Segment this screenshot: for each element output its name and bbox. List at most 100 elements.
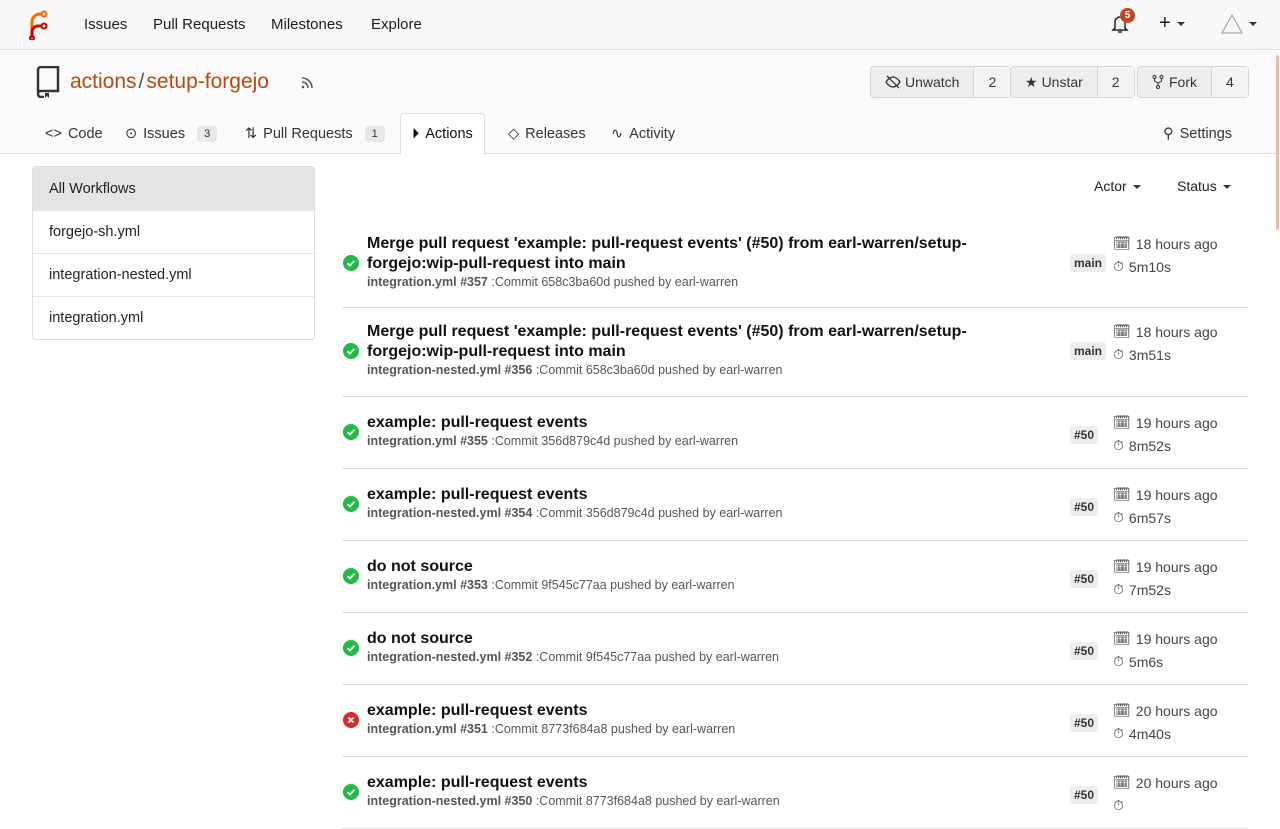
run-title[interactable]: example: pull-request events (367, 486, 588, 503)
run-title[interactable]: do not source (367, 630, 473, 647)
run-commit: :Commit 658c3ba60d pushed by earl-warren (535, 363, 783, 377)
tab-label: Actions (425, 126, 473, 142)
run-ref-label[interactable]: #50 (1070, 714, 1099, 732)
run-item[interactable]: example: pull-request events integration… (342, 397, 1248, 469)
nav-pull-requests[interactable]: Pull Requests (153, 16, 246, 33)
run-duration-text: 6m57s (1128, 509, 1171, 526)
run-duration: ⏱︎ 5m6s (1113, 650, 1218, 673)
run-workflow[interactable]: integration-nested.yml #356 (367, 363, 533, 377)
run-commit: :Commit 8773f684a8 pushed by earl-warren (535, 794, 780, 808)
repo-owner-link[interactable]: actions (70, 70, 137, 93)
workflow-item[interactable]: forgejo-sh.yml (33, 210, 314, 253)
run-item[interactable]: do not source integration-nested.yml #35… (342, 613, 1248, 685)
run-title[interactable]: example: pull-request events (367, 702, 588, 719)
rss-icon[interactable] (300, 76, 314, 90)
success-status-icon (343, 255, 359, 271)
actor-filter[interactable]: Actor (1094, 178, 1141, 194)
fork-count[interactable]: 4 (1211, 67, 1248, 97)
calendar-icon: 🗓︎ (1113, 235, 1131, 251)
tab-releases[interactable]: ◇ Releases (508, 113, 586, 154)
run-workflow[interactable]: integration-nested.yml #354 (367, 506, 533, 520)
success-status-icon (343, 343, 359, 359)
run-subtitle: integration-nested.yml #352 :Commit 9f54… (367, 650, 1248, 664)
run-item[interactable]: do not source integration.yml #353 :Comm… (342, 541, 1248, 613)
issues-count: 3 (197, 125, 218, 142)
run-workflow[interactable]: integration-nested.yml #350 (367, 794, 533, 808)
avatar (1221, 13, 1243, 34)
run-title[interactable]: Merge pull request 'example: pull-reques… (367, 235, 967, 272)
tab-issues[interactable]: ⊙ Issues 3 (125, 113, 218, 154)
fork-button[interactable]: Fork 4 (1137, 66, 1249, 98)
workflow-all[interactable]: All Workflows (33, 167, 314, 210)
stopwatch-icon: ⏱︎ (1113, 581, 1124, 597)
forgejo-logo[interactable] (26, 10, 50, 40)
run-workflow[interactable]: integration.yml #351 (367, 722, 488, 736)
eye-slash-icon (885, 75, 901, 89)
caret-down-icon (1176, 21, 1185, 26)
calendar-icon: 🗓︎ (1113, 630, 1131, 646)
nav-explore[interactable]: Explore (371, 16, 422, 33)
run-title[interactable]: example: pull-request events (367, 774, 588, 791)
run-title[interactable]: example: pull-request events (367, 414, 588, 431)
run-item[interactable]: Merge pull request 'example: pull-reques… (342, 224, 1248, 308)
run-workflow[interactable]: integration.yml #357 (367, 275, 488, 289)
run-item[interactable]: example: pull-request events integration… (342, 469, 1248, 541)
repo-name-link[interactable]: setup-forgejo (146, 70, 269, 93)
run-duration: ⏱︎ 5m10s (1113, 255, 1218, 278)
run-item[interactable]: example: pull-request events integration… (342, 757, 1248, 829)
run-ref-label[interactable]: #50 (1070, 786, 1099, 804)
status-filter[interactable]: Status (1177, 178, 1231, 194)
tab-label: Settings (1179, 125, 1233, 142)
run-item[interactable]: example: pull-request events integration… (342, 685, 1248, 757)
run-item[interactable]: Merge pull request 'example: pull-reques… (342, 308, 1248, 397)
tab-pull-requests[interactable]: ⇅ Pull Requests 1 (245, 113, 385, 154)
user-menu[interactable] (1221, 13, 1257, 37)
caret-down-icon (1222, 185, 1231, 190)
run-time-text: 18 hours ago (1135, 323, 1218, 340)
star-count[interactable]: 2 (1096, 67, 1134, 97)
run-ref-label[interactable]: #50 (1070, 570, 1099, 588)
run-time: 🗓︎ 18 hours ago (1113, 320, 1218, 343)
run-ref-label[interactable]: main (1070, 342, 1107, 360)
nav-issues[interactable]: Issues (84, 16, 128, 33)
stopwatch-icon: ⏱︎ (1113, 346, 1124, 362)
run-subtitle: integration.yml #351 :Commit 8773f684a8 … (367, 722, 1248, 736)
scrollbar[interactable] (1276, 55, 1279, 230)
run-workflow[interactable]: integration-nested.yml #352 (367, 650, 533, 664)
caret-down-icon (1249, 22, 1257, 26)
run-duration: ⏱︎ 4m40s (1113, 722, 1218, 745)
workflow-item[interactable]: integration.yml (33, 296, 314, 339)
tab-activity[interactable]: ∿ Activity (611, 113, 675, 154)
nav-milestones[interactable]: Milestones (271, 16, 343, 33)
unwatch-label: Unwatch (905, 74, 960, 90)
run-subtitle: integration.yml #357 :Commit 658c3ba60d … (367, 275, 1248, 289)
tab-code[interactable]: <> Code (45, 113, 103, 154)
tab-settings[interactable]: ⚲ Settings (1163, 113, 1232, 154)
run-workflow[interactable]: integration.yml #353 (367, 578, 488, 592)
actor-label: Actor (1094, 178, 1127, 194)
run-ref-label[interactable]: #50 (1070, 642, 1099, 660)
tab-actions[interactable]: ⏵ Actions (400, 113, 485, 155)
run-ref-label[interactable]: main (1070, 254, 1107, 272)
run-duration-text: 5m6s (1128, 653, 1164, 670)
watch-count[interactable]: 2 (973, 67, 1011, 97)
pull-requests-count: 1 (364, 125, 385, 142)
stopwatch-icon: ⏱︎ (1113, 725, 1124, 741)
run-ref-label[interactable]: #50 (1070, 426, 1099, 444)
fork-label: Fork (1169, 74, 1197, 90)
run-duration-text: 7m52s (1128, 581, 1171, 598)
unstar-button[interactable]: ★ Unstar 2 (1010, 66, 1135, 98)
tab-label: Code (67, 125, 103, 142)
run-subtitle: integration-nested.yml #354 :Commit 356d… (367, 506, 1248, 520)
run-workflow[interactable]: integration.yml #355 (367, 434, 488, 448)
repo-tabs: <> Code ⊙ Issues 3 ⇅ Pull Requests 1 ⏵ Actions… (0, 113, 1280, 155)
workflow-item[interactable]: integration-nested.yml (33, 253, 314, 296)
create-menu[interactable]: + (1159, 12, 1185, 35)
unwatch-button[interactable]: Unwatch 2 (870, 66, 1012, 98)
run-ref-label[interactable]: #50 (1070, 498, 1099, 516)
tab-label: Activity (629, 125, 676, 142)
run-title[interactable]: do not source (367, 558, 473, 575)
run-title[interactable]: Merge pull request 'example: pull-reques… (367, 323, 967, 360)
run-commit: :Commit 356d879c4d pushed by earl-warren (491, 434, 739, 448)
notification-count: 5 (1120, 8, 1135, 23)
